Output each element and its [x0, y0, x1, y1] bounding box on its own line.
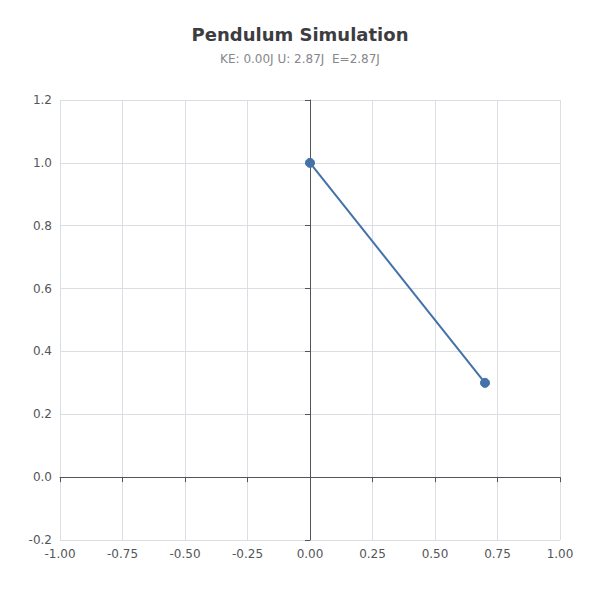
svg-text:1.2: 1.2	[33, 93, 52, 107]
svg-text:-1.00: -1.00	[44, 547, 75, 561]
svg-text:0.8: 0.8	[33, 219, 52, 233]
svg-text:1.0: 1.0	[33, 156, 52, 170]
svg-text:0.50: 0.50	[422, 547, 449, 561]
svg-text:0.6: 0.6	[33, 282, 52, 296]
svg-text:-0.50: -0.50	[169, 547, 200, 561]
svg-text:0.0: 0.0	[33, 470, 52, 484]
svg-text:1.00: 1.00	[547, 547, 574, 561]
svg-text:Pendulum Simulation: Pendulum Simulation	[192, 24, 409, 45]
svg-text:-0.75: -0.75	[107, 547, 138, 561]
svg-text:KE: 0.00J U: 2.87J E=2.87J: KE: 0.00J U: 2.87J E=2.87J	[220, 52, 380, 66]
svg-text:0.2: 0.2	[33, 407, 52, 421]
svg-text:-0.2: -0.2	[29, 533, 52, 547]
svg-text:0.25: 0.25	[359, 547, 386, 561]
svg-text:0.75: 0.75	[484, 547, 511, 561]
svg-text:0.4: 0.4	[33, 344, 52, 358]
svg-text:-0.25: -0.25	[232, 547, 263, 561]
svg-text:0.00: 0.00	[297, 547, 324, 561]
